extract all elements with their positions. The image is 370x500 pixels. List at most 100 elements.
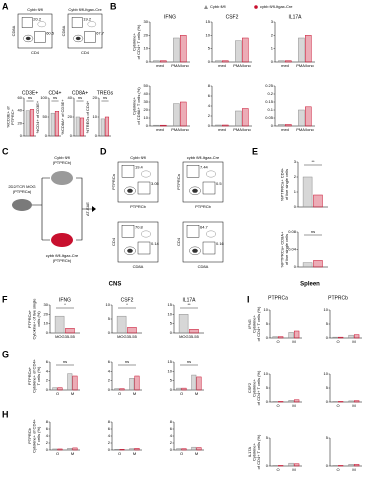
x-axis-label: PTPRCb [130, 204, 147, 209]
y-axis-label: CD8A [11, 25, 16, 36]
y-tick-label: 50 [144, 83, 149, 88]
x-tick-label: med [218, 127, 226, 132]
y-axis-label: %TREGs of CD4+ [85, 100, 90, 133]
y-tick-label: 0 [95, 133, 98, 138]
bar [272, 465, 278, 467]
cell-cloud [140, 230, 151, 238]
bar [222, 124, 229, 127]
y-axis-label: Cytokine+ [132, 32, 137, 51]
y-tick-label: 10 [264, 307, 269, 312]
x-tick-label: O [56, 451, 59, 456]
bar [114, 449, 120, 451]
y-axis-label: CD4 [176, 237, 181, 246]
plot-title: Cybb fl/fl [27, 7, 43, 12]
bar [222, 60, 229, 63]
y-axis-label: %CD4+ of CD3E+ [35, 100, 40, 133]
bar [332, 336, 338, 339]
x-tick-label: M [71, 451, 74, 456]
y-tick-label: 20 [18, 120, 23, 125]
bar [119, 449, 125, 451]
gate [21, 17, 33, 28]
chart-title: IFNG [59, 297, 71, 303]
y-axis-label: Cytokine+ [252, 314, 257, 333]
bar [196, 376, 202, 391]
y-axis-label: Cytokine+ of CD4+ [32, 418, 37, 452]
bar [181, 448, 187, 451]
y-axis-label: Cytokine+ of CD4+ [32, 358, 37, 392]
cell-cloud [37, 21, 47, 28]
bar [288, 400, 294, 403]
gate [121, 164, 135, 178]
bar [134, 448, 140, 451]
donor-label: 2D2/TCR MOG [8, 184, 35, 189]
y-tick-label: 5 [208, 46, 211, 51]
x-tick-label: med [218, 63, 226, 68]
y-tick-label: 10 [44, 321, 49, 326]
gate-value: 64.7 [200, 224, 209, 229]
y-tick-label: 3 [271, 19, 274, 24]
x-tick-label: MOG35-55 [55, 334, 76, 339]
x-tick-label: med [156, 63, 164, 68]
y-tick-label: 0 [170, 330, 173, 335]
sig-label: ** [311, 159, 315, 164]
arrow [32, 177, 50, 241]
gate-value: 60.5 [46, 31, 55, 36]
y-axis-label: Cytokine+ [252, 442, 257, 461]
y-axis-label: PTPRCa [176, 173, 181, 190]
gate-value: 19.4 [135, 164, 144, 169]
y-axis-label: CD8A [61, 25, 66, 36]
y-tick-label: 0.2 [267, 91, 273, 96]
y-tick-label: 2 [108, 378, 111, 383]
y-tick-label: 5 [326, 385, 329, 390]
x-tick-label: M [133, 391, 136, 396]
y-tick-label: 2 [294, 174, 297, 179]
y-tick-label: 6 [170, 426, 173, 431]
bracket [76, 177, 92, 241]
bar [189, 329, 199, 334]
bar [180, 101, 187, 127]
y-axis-label: of live single cells [284, 234, 289, 265]
bar [196, 447, 202, 451]
sig-label: * [64, 302, 66, 307]
bar [353, 334, 360, 339]
y-tick-label: 0 [108, 447, 111, 452]
bar [153, 124, 160, 127]
gate [34, 31, 46, 43]
bar [173, 37, 180, 63]
y-tick-label: 30 [144, 19, 149, 24]
cell-cloud [75, 36, 81, 41]
y-tick-label: 10 [168, 368, 173, 373]
bar [100, 118, 105, 137]
y-axis-label: cells (%) [36, 311, 41, 327]
bar [272, 336, 278, 339]
bar [278, 124, 285, 127]
x-tick-label: PMA/Iono [296, 63, 314, 68]
y-tick-label: 60 [18, 95, 23, 100]
x-axis-label: CD4 [31, 50, 40, 55]
y-tick-label: 6 [208, 93, 211, 98]
x-tick-label: PMA/Iono [233, 63, 251, 68]
panel-label: B [110, 1, 117, 11]
column-header: PTPRCa [268, 295, 288, 301]
bar [277, 336, 284, 339]
y-axis-label: IFNG [247, 319, 252, 329]
y-axis-label: of CD4+ T cells (%) [136, 24, 141, 59]
bar [67, 373, 73, 391]
bar [332, 401, 338, 403]
y-tick-label: 0 [170, 447, 173, 452]
bar [65, 328, 75, 334]
x-tick-label: O [180, 391, 183, 396]
y-tick-label: 4 [170, 433, 173, 438]
bar [25, 110, 30, 137]
y-tick-label: 0 [294, 204, 297, 209]
y-tick-label: 2 [46, 378, 49, 383]
x-tick-label: PMA/Iono [171, 63, 189, 68]
bar [215, 124, 222, 127]
bar [277, 465, 284, 467]
gate-value: 19.2 [83, 16, 92, 21]
gate [186, 224, 200, 238]
y-tick-label: 0 [146, 123, 149, 128]
bar [288, 332, 294, 339]
bar [181, 387, 187, 391]
sig-label: ** [187, 302, 191, 307]
